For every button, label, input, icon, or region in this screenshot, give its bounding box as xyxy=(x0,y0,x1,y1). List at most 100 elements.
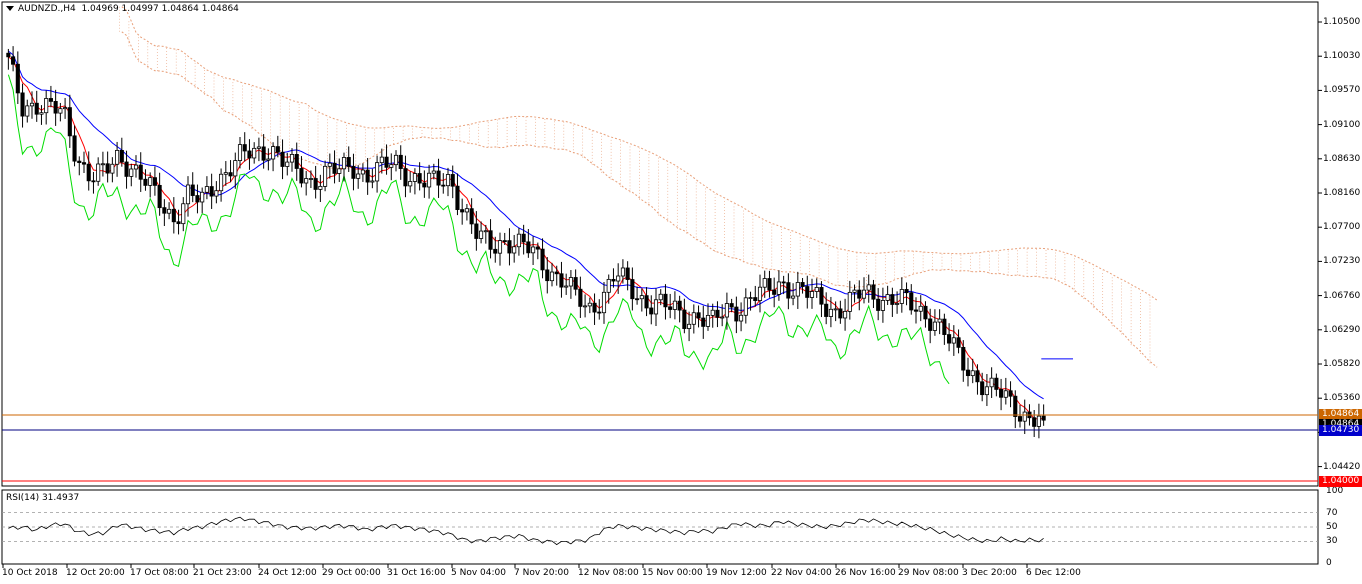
candle-body xyxy=(299,168,304,184)
candle-body xyxy=(1036,415,1041,427)
dropdown-icon[interactable] xyxy=(6,6,14,11)
candle-body xyxy=(214,190,219,197)
main-chart-panel[interactable] xyxy=(1,1,1319,487)
candle-body xyxy=(611,278,616,282)
x-tick-label: 29 Nov 08:00 xyxy=(898,568,959,578)
candle-body xyxy=(606,278,611,293)
candle-body xyxy=(171,208,176,223)
candle-body xyxy=(341,157,347,170)
candle-body xyxy=(554,271,559,275)
rsi-tick-label: 0 xyxy=(1326,558,1332,568)
candle-body xyxy=(781,281,786,284)
candle-body xyxy=(105,163,110,174)
candle-body xyxy=(786,282,791,299)
candle-body xyxy=(1003,390,1008,398)
candles xyxy=(6,46,1046,439)
candle-body xyxy=(379,156,384,164)
candle-body xyxy=(337,168,342,174)
x-tick-label: 21 Oct 23:00 xyxy=(193,568,252,578)
candle-body xyxy=(190,184,195,196)
candle-body xyxy=(72,135,77,162)
candle-body xyxy=(412,173,417,182)
candle-body xyxy=(795,282,800,297)
candle-body xyxy=(564,285,569,288)
candle-body xyxy=(705,314,711,327)
candle-body xyxy=(701,317,706,327)
candle-body xyxy=(124,161,129,177)
candle-body xyxy=(994,377,999,390)
candle-body xyxy=(152,177,157,186)
x-tick-label: 24 Oct 12:00 xyxy=(258,568,317,578)
candle-body xyxy=(904,289,909,294)
candle-body xyxy=(479,230,484,239)
candle-body xyxy=(351,166,356,179)
candle-body xyxy=(540,248,545,271)
y-tick-label: 1.09100 xyxy=(1323,119,1361,130)
candle-body xyxy=(275,146,280,153)
y-tick-label: 1.07230 xyxy=(1323,256,1361,267)
y-tick-label: 1.07700 xyxy=(1323,222,1361,233)
candle-body xyxy=(53,101,58,114)
candle-body xyxy=(880,300,885,311)
candle-body xyxy=(838,308,843,319)
candle-body xyxy=(469,208,474,225)
y-tick-label: 1.10500 xyxy=(1323,17,1361,27)
candle-body xyxy=(167,208,172,214)
candle-body xyxy=(814,287,819,292)
candle-body xyxy=(630,279,635,300)
bid-price-tag: 1.04864 xyxy=(1319,419,1362,430)
candle-body xyxy=(143,178,148,186)
candle-body xyxy=(942,318,947,335)
candle-body xyxy=(507,240,512,254)
y-tick-label: 1.08160 xyxy=(1323,188,1361,198)
senkou-span-b xyxy=(121,6,1158,301)
candle-body xyxy=(871,284,876,300)
candle-body xyxy=(975,370,980,383)
candle-body xyxy=(734,306,739,322)
candle-body xyxy=(923,305,928,320)
candle-body xyxy=(393,154,399,166)
candle-body xyxy=(204,186,209,193)
candle-body xyxy=(772,289,777,295)
candle-body xyxy=(913,309,919,312)
candle-body xyxy=(989,377,994,388)
candle-body xyxy=(559,273,564,288)
candle-body xyxy=(11,56,16,65)
candle-body xyxy=(427,172,432,188)
candle-body xyxy=(67,107,72,137)
candle-body xyxy=(389,164,394,168)
candle-body xyxy=(601,291,607,314)
candle-body xyxy=(668,306,673,310)
tenkan-line xyxy=(8,56,1044,420)
candle-body xyxy=(800,282,805,287)
candle-body xyxy=(370,180,375,183)
candle-body xyxy=(947,334,952,344)
candle-body xyxy=(710,309,715,316)
candle-body xyxy=(81,162,87,165)
candle-body xyxy=(403,168,408,187)
candle-body xyxy=(91,180,96,183)
candle-body xyxy=(951,337,956,344)
x-tick-label: 7 Nov 20:00 xyxy=(514,568,569,578)
candle-body xyxy=(597,311,602,314)
candle-body xyxy=(247,150,252,159)
rsi-panel[interactable] xyxy=(1,489,1319,565)
candle-body xyxy=(545,269,550,282)
candle-body xyxy=(39,112,44,115)
candle-body xyxy=(809,291,815,298)
ohlc-values: 1.04969 1.04997 1.04864 1.04864 xyxy=(81,4,239,14)
candle-body xyxy=(526,241,531,254)
candle-body xyxy=(635,298,640,301)
candle-body xyxy=(663,293,668,308)
candle-body xyxy=(691,312,696,325)
candle-body xyxy=(445,174,451,187)
candle-body xyxy=(620,267,625,277)
candle-body xyxy=(29,102,35,107)
candle-body xyxy=(578,288,583,307)
candle-body xyxy=(304,178,309,184)
candle-body xyxy=(677,300,682,311)
candle-body xyxy=(1022,411,1027,422)
candle-body xyxy=(715,309,720,318)
candle-body xyxy=(261,146,266,161)
candle-body xyxy=(242,144,247,152)
